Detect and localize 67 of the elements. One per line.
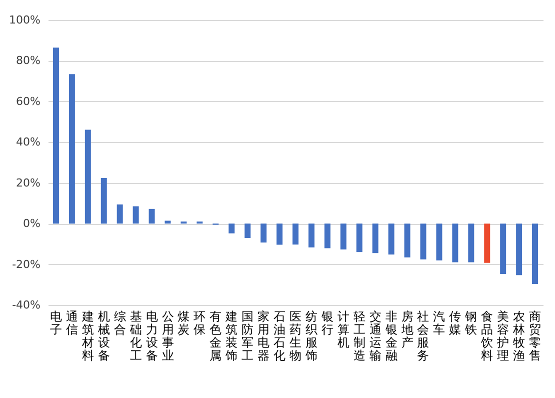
- bar: [452, 224, 458, 262]
- x-tick-label: 国防军工: [242, 310, 254, 362]
- y-tick-label: 20%: [16, 176, 40, 190]
- x-tick-label: 电力设备: [146, 310, 158, 362]
- x-tick-label: 基础化工: [128, 310, 142, 362]
- x-tick-label: 食品饮料: [480, 310, 494, 362]
- x-tick-label: 通信: [66, 310, 78, 336]
- bar: [388, 224, 394, 255]
- x-tick-label: 交通运输: [369, 310, 382, 362]
- x-tick-label: 钢铁: [464, 310, 478, 336]
- bar: [340, 224, 346, 250]
- bar: [84, 130, 91, 224]
- x-tick-label: 美容护理: [496, 310, 510, 362]
- bar: [324, 224, 330, 248]
- x-tick-label: 计算机: [337, 310, 350, 350]
- x-tick-label: 轻工制造: [353, 310, 366, 362]
- bar: [404, 224, 410, 258]
- bar: [372, 224, 378, 254]
- bar: [244, 224, 251, 238]
- bar: [292, 224, 298, 245]
- y-tick-label: 40%: [16, 136, 40, 149]
- bar: [308, 224, 314, 248]
- x-tick-label: 家用电器: [258, 310, 270, 362]
- bar: [468, 224, 474, 262]
- bar: [116, 204, 123, 224]
- bar: [132, 206, 139, 224]
- x-tick-label: 综合: [114, 310, 126, 336]
- y-tick-label: 60%: [16, 94, 40, 108]
- bar: [356, 224, 362, 252]
- bar: [260, 224, 267, 243]
- x-tick-label: 医药生物: [290, 310, 302, 362]
- bar: [516, 224, 522, 276]
- bar: [100, 178, 107, 224]
- bar: [420, 224, 426, 260]
- y-tick-label: -40%: [12, 298, 40, 312]
- x-tick-label: 建筑材料: [80, 310, 94, 362]
- x-tick-label: 机械设备: [98, 310, 110, 362]
- y-tick-label: 80%: [16, 54, 40, 68]
- x-tick-label: 房地产: [400, 310, 414, 350]
- y-tick-label: 100%: [9, 14, 40, 26]
- bar: [164, 220, 171, 224]
- bar: [276, 224, 283, 245]
- x-tick-label: 农林牧渔: [512, 310, 526, 362]
- bar: [148, 208, 155, 224]
- bar: [500, 224, 506, 274]
- x-tick-label: 煤炭: [178, 310, 190, 336]
- x-tick-label: 银行: [320, 310, 334, 336]
- x-tick-label: 电子: [50, 310, 62, 336]
- bar: [68, 74, 75, 224]
- x-tick-label: 建筑装饰: [224, 310, 238, 362]
- x-tick-label: 传媒: [449, 310, 462, 336]
- x-tick-label: 汽车: [433, 310, 446, 336]
- bar: [484, 224, 490, 263]
- y-tick-label: 0%: [23, 217, 40, 230]
- bar: [532, 224, 538, 284]
- x-tick-label: 纺织服饰: [304, 310, 318, 362]
- x-tick-label: 公用事业: [162, 310, 174, 362]
- x-tick-label: 非银金融: [384, 310, 398, 362]
- x-tick-label: 石油石化: [274, 310, 286, 362]
- bar: [52, 48, 59, 224]
- x-tick-label: 有色金属: [210, 310, 222, 362]
- y-tick-label: -20%: [12, 258, 40, 271]
- bar: [436, 224, 442, 260]
- x-tick-label: 环保: [194, 310, 206, 336]
- bar: [228, 224, 235, 234]
- x-tick-label: 商贸零售: [529, 310, 542, 362]
- x-tick-label: 社会服务: [417, 310, 430, 362]
